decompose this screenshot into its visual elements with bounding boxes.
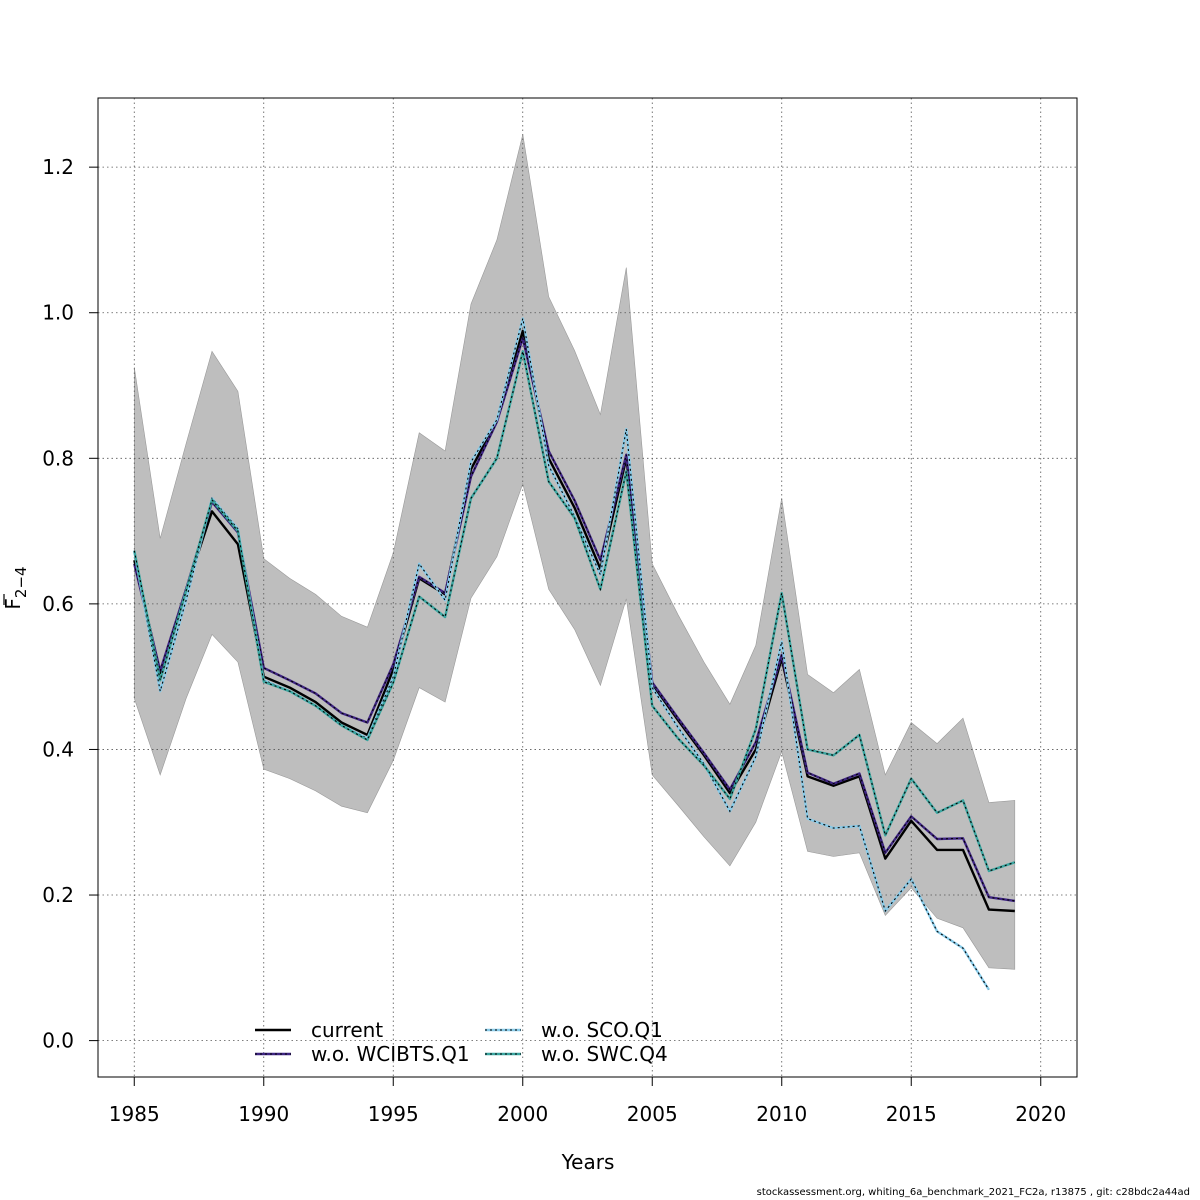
x-tick-label: 2005 xyxy=(627,1102,678,1126)
y-tick-label: 0.8 xyxy=(42,446,74,470)
x-tick-label: 2020 xyxy=(1015,1102,1066,1126)
confidence-band xyxy=(134,134,1016,970)
x-tick-label: 2010 xyxy=(756,1102,807,1126)
grid-layer xyxy=(98,98,1077,1077)
x-axis: 1985 1990 1995 2000 2005 2010 2015 2020 xyxy=(109,1076,1066,1126)
y-axis-title: F2−4 xyxy=(1,566,30,609)
y-tick-label: 0.0 xyxy=(42,1029,74,1053)
x-tick-label: 1995 xyxy=(368,1102,419,1126)
footer-credit: stockassessment.org, whiting_6a_benchmar… xyxy=(756,1187,1190,1198)
x-tick-label: 1985 xyxy=(109,1102,160,1126)
x-tick-label: 2015 xyxy=(886,1102,937,1126)
y-axis-title-main: F xyxy=(1,598,25,610)
y-axis-title-sub: 2−4 xyxy=(12,566,30,598)
x-tick-label: 1990 xyxy=(238,1102,289,1126)
y-tick-label: 0.6 xyxy=(42,592,74,616)
y-axis: 0.0 0.2 0.4 0.6 0.8 1.0 1.2 xyxy=(42,155,99,1053)
legend-label: w.o. WCIBTS.Q1 xyxy=(311,1042,470,1066)
x-tick-label: 2000 xyxy=(497,1102,548,1126)
series-line-dots-3 xyxy=(133,351,1015,872)
confidence-band-layer xyxy=(134,134,1016,970)
series-line-0 xyxy=(133,329,1015,913)
x-axis-title: Years xyxy=(561,1150,615,1174)
y-tick-label: 0.4 xyxy=(42,737,74,761)
svg-text:F2−4: F2−4 xyxy=(1,566,30,609)
legend-label: w.o. SCO.Q1 xyxy=(541,1018,663,1042)
legend-label: w.o. SWC.Q4 xyxy=(541,1042,668,1066)
series-layer xyxy=(133,317,1016,991)
legend-label: current xyxy=(311,1018,383,1042)
y-tick-label: 1.0 xyxy=(42,301,74,325)
series-line-dots-1 xyxy=(133,336,1015,902)
y-tick-label: 1.2 xyxy=(42,155,74,179)
y-tick-label: 0.2 xyxy=(42,883,74,907)
